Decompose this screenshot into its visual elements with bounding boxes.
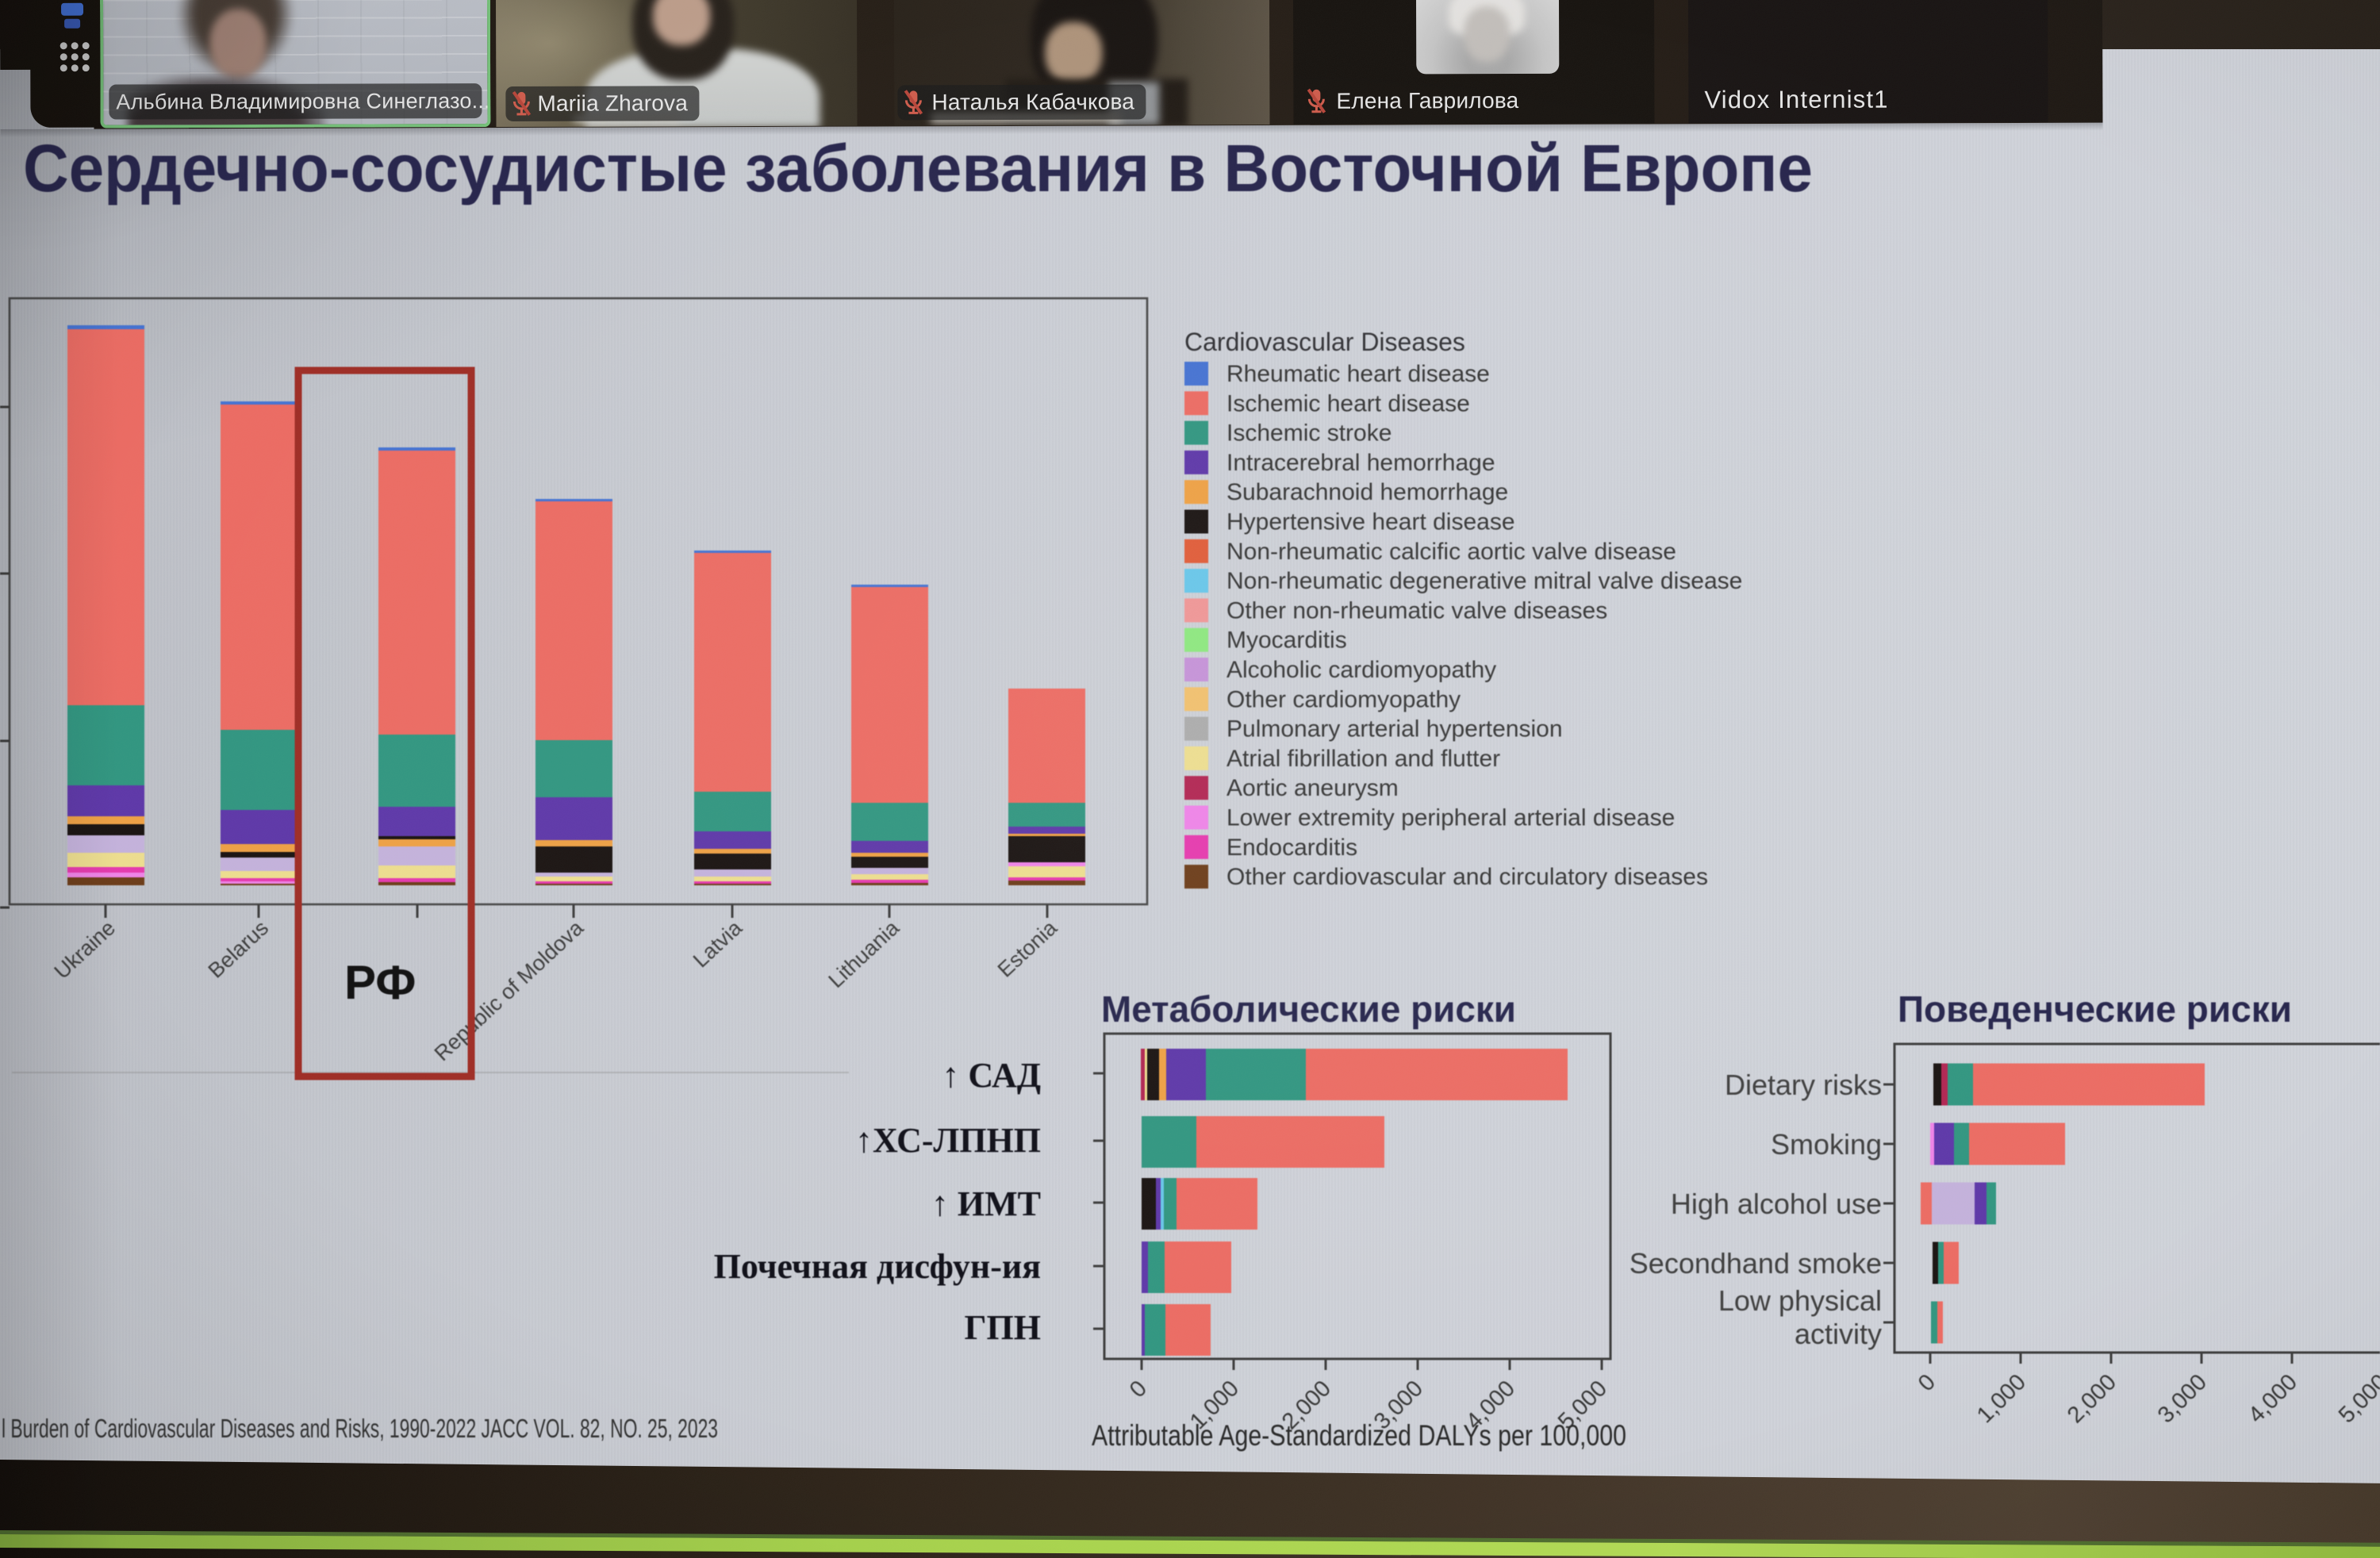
svg-text:l Burden of Cardiovascular Dis: l Burden of Cardiovascular Diseases and … xyxy=(2,1414,718,1443)
svg-text:0: 0 xyxy=(1914,1369,1940,1396)
svg-text:Low physical: Low physical xyxy=(1718,1284,1882,1317)
svg-text:Secondhand smoke: Secondhand smoke xyxy=(1630,1247,1882,1280)
svg-text:↑ САД: ↑ САД xyxy=(942,1056,1041,1095)
svg-text:Alcoholic cardiomyopathy: Alcoholic cardiomyopathy xyxy=(1226,657,1496,683)
svg-text:Rheumatic heart disease: Rheumatic heart disease xyxy=(1226,361,1490,387)
svg-text:Non-rheumatic calcific aortic: Non-rheumatic calcific aortic valve dise… xyxy=(1226,539,1676,565)
svg-text:Ukraine: Ukraine xyxy=(50,915,121,983)
svg-text:Other cardiovascular and circu: Other cardiovascular and circulatory dis… xyxy=(1226,864,1708,890)
svg-text:Latvia: Latvia xyxy=(689,915,747,973)
svg-text:Lower extremity peripheral art: Lower extremity peripheral arterial dise… xyxy=(1226,805,1675,831)
svg-text:4,000: 4,000 xyxy=(2244,1369,2302,1428)
svg-text:High alcohol use: High alcohol use xyxy=(1671,1188,1882,1220)
svg-text:Estonia: Estonia xyxy=(993,915,1062,982)
svg-text:Myocarditis: Myocarditis xyxy=(1226,627,1347,654)
svg-text:Lithuania: Lithuania xyxy=(823,915,904,992)
svg-text:↑ХС-ЛПНП: ↑ХС-ЛПНП xyxy=(855,1121,1041,1160)
svg-text:Other cardiomyopathy: Other cardiomyopathy xyxy=(1226,686,1461,712)
svg-text:Smoking: Smoking xyxy=(1771,1128,1882,1161)
svg-text:РФ: РФ xyxy=(344,956,416,1009)
svg-text:Почечная дисфун-ия: Почечная дисфун-ия xyxy=(714,1247,1041,1286)
svg-text:Hypertensive heart disease: Hypertensive heart disease xyxy=(1226,509,1515,535)
svg-text:Ischemic stroke: Ischemic stroke xyxy=(1226,420,1392,447)
svg-text:Cardiovascular Diseases: Cardiovascular Diseases xyxy=(1184,328,1465,356)
svg-text:Attributable Age-Standardized: Attributable Age-Standardized DALYs per … xyxy=(1092,1419,1626,1452)
svg-text:Endocarditis: Endocarditis xyxy=(1226,835,1357,861)
svg-text:activity: activity xyxy=(1795,1318,1882,1350)
svg-text:Dietary risks: Dietary risks xyxy=(1725,1069,1882,1101)
svg-text:5,000: 5,000 xyxy=(2334,1369,2380,1428)
svg-text:Belarus: Belarus xyxy=(204,915,273,982)
svg-text:Aortic aneurysm: Aortic aneurysm xyxy=(1226,775,1399,801)
svg-text:Pulmonary arterial hypertensio: Pulmonary arterial hypertension xyxy=(1226,716,1563,743)
svg-text:2,000: 2,000 xyxy=(2063,1369,2121,1428)
svg-text:Intracerebral hemorrhage: Intracerebral hemorrhage xyxy=(1226,450,1495,476)
svg-text:Atrial fibrillation and flutte: Atrial fibrillation and flutter xyxy=(1226,746,1500,772)
svg-text:Republic of Moldova: Republic of Moldova xyxy=(430,915,589,1065)
svg-text:0: 0 xyxy=(1125,1376,1152,1403)
svg-text:3,000: 3,000 xyxy=(2153,1369,2212,1428)
svg-text:Ischemic heart disease: Ischemic heart disease xyxy=(1226,390,1470,416)
svg-text:Other non-rheumatic valve dise: Other non-rheumatic valve diseases xyxy=(1226,597,1607,624)
svg-text:Non-rheumatic degenerative mit: Non-rheumatic degenerative mitral valve … xyxy=(1226,568,1742,594)
svg-text:Поведенческие риски: Поведенческие риски xyxy=(1898,988,2292,1030)
svg-text:Метаболические риски: Метаболические риски xyxy=(1101,988,1516,1030)
svg-text:Subarachnoid hemorrhage: Subarachnoid hemorrhage xyxy=(1226,479,1508,505)
svg-text:Сердечно-сосудистые заболевани: Сердечно-сосудистые заболевания в Восточ… xyxy=(23,131,1813,205)
svg-text:↑ ИМТ: ↑ ИМТ xyxy=(931,1184,1041,1223)
svg-text:1,000: 1,000 xyxy=(1972,1369,2031,1428)
svg-text:ГПН: ГПН xyxy=(965,1308,1041,1347)
